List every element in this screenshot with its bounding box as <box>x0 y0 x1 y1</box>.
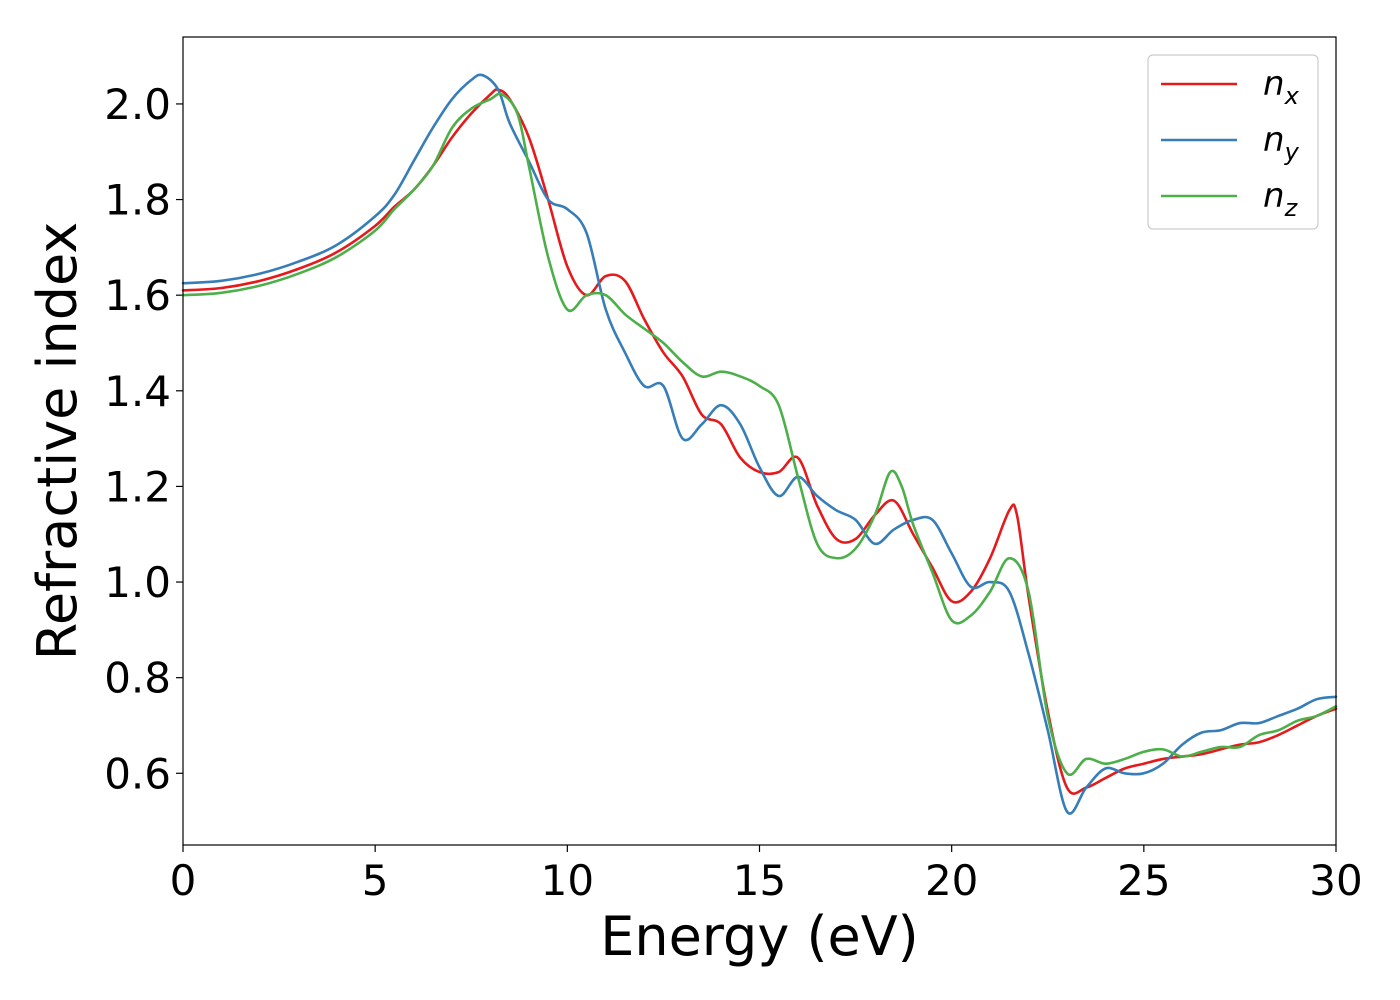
y-tick-label: 1.8 <box>104 176 171 225</box>
legend-label-nz: nz <box>1263 176 1299 222</box>
x-tick-label: 10 <box>541 856 594 905</box>
y-tick-label: 1.2 <box>104 462 171 511</box>
x-axis: 0 5 10 15 20 25 30 <box>170 845 1363 905</box>
legend-label-main: n <box>1263 120 1285 160</box>
x-tick-label: 20 <box>925 856 978 905</box>
legend-label-subscript: y <box>1284 138 1300 166</box>
series-line-nx <box>181 88 1338 795</box>
y-tick-label: 1.6 <box>104 271 171 320</box>
y-axis-title: Refractive index <box>26 222 89 661</box>
legend-box <box>1147 54 1319 230</box>
legend-label-subscript: z <box>1284 194 1299 222</box>
series-line-nz <box>181 92 1338 777</box>
legend-label-main: n <box>1263 64 1285 104</box>
plot-frame <box>182 36 1337 846</box>
y-tick-label: 2.0 <box>104 80 171 129</box>
series-layer <box>181 73 1338 815</box>
x-tick-label: 15 <box>733 856 786 905</box>
x-axis-title: Energy (eV) <box>600 905 919 968</box>
legend-label-nx: nx <box>1263 64 1300 110</box>
legend-label-subscript: x <box>1284 82 1300 110</box>
y-tick-label: 1.0 <box>104 558 171 607</box>
y-tick-label: 0.8 <box>104 654 171 703</box>
y-tick-label: 1.4 <box>104 367 171 416</box>
y-tick-label: 0.6 <box>104 749 171 798</box>
x-tick-label: 0 <box>170 856 197 905</box>
legend-label-ny: ny <box>1263 120 1300 166</box>
x-tick-label: 5 <box>362 856 389 905</box>
x-tick-label: 25 <box>1117 856 1170 905</box>
legend-label-main: n <box>1263 176 1285 216</box>
y-axis: 0.6 0.8 1.0 1.2 1.4 1.6 1.8 2.0 <box>104 80 183 798</box>
x-tick-label: 30 <box>1309 856 1362 905</box>
